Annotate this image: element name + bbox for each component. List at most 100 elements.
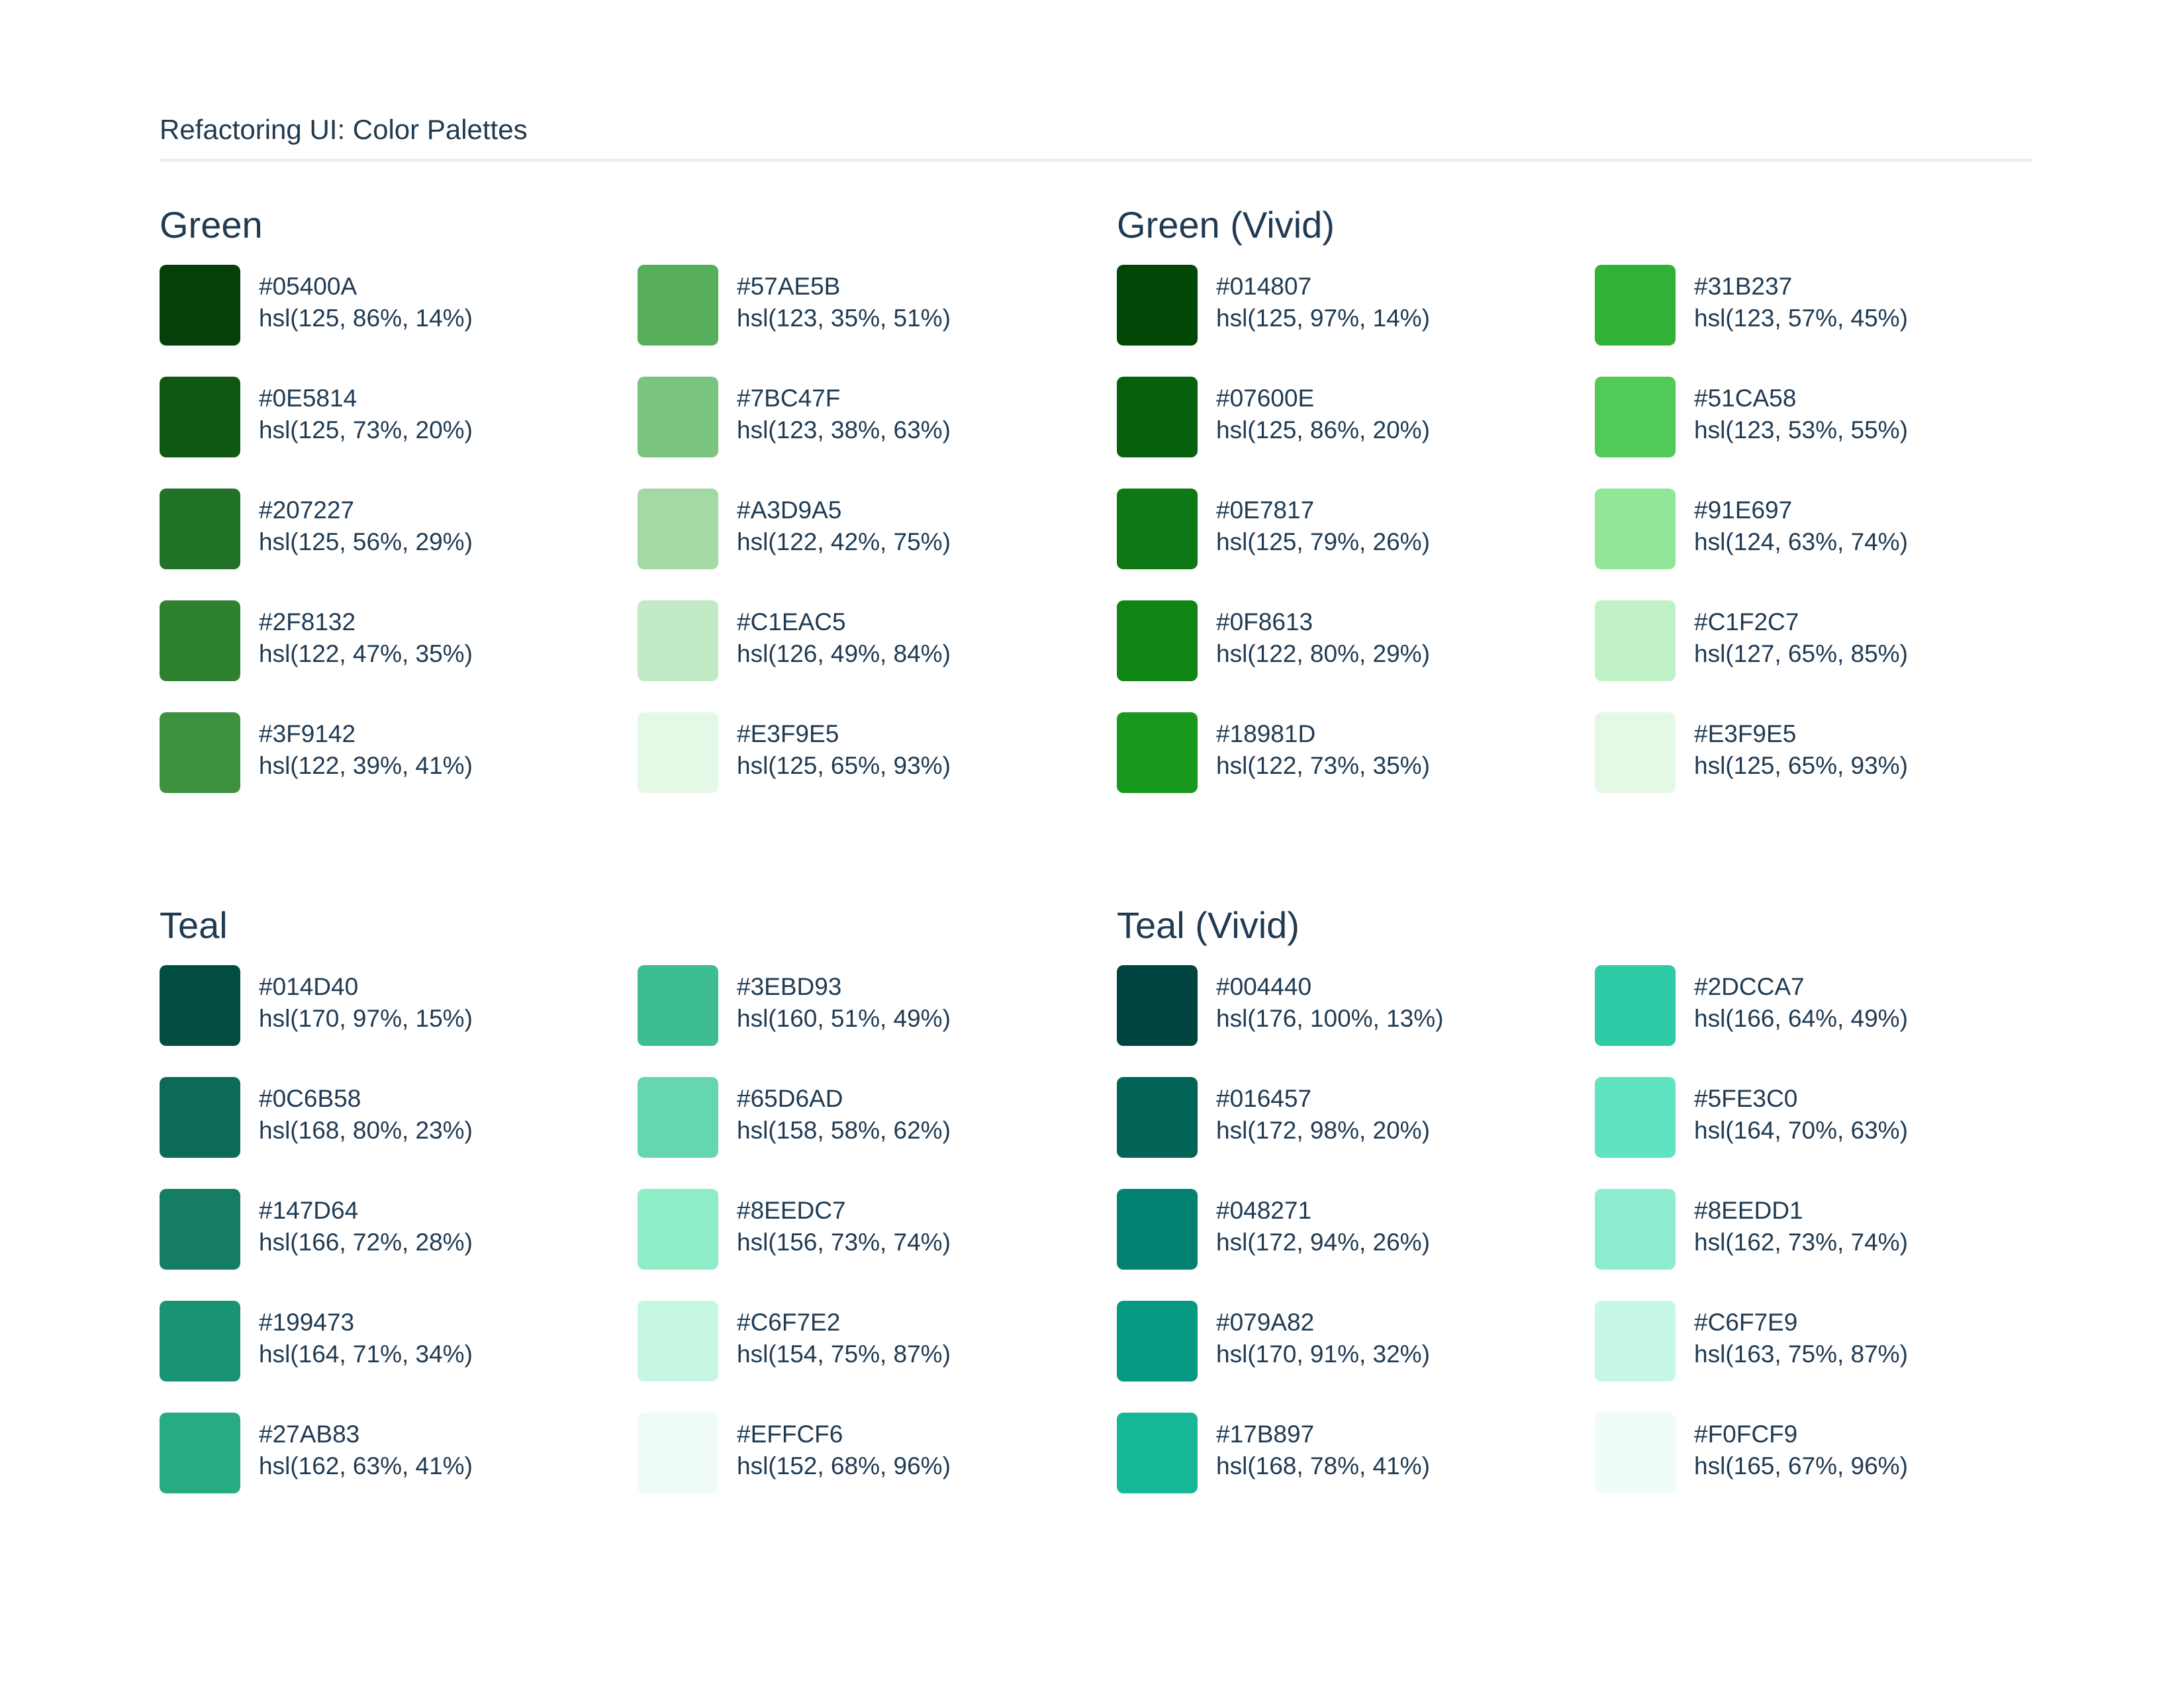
color-chip: [1117, 1189, 1198, 1270]
swatch: #004440 hsl(176, 100%, 13%): [1117, 965, 1527, 1046]
color-chip: [1117, 1301, 1198, 1382]
swatch: #147D64 hsl(166, 72%, 28%): [160, 1189, 570, 1270]
color-chip: [160, 1413, 240, 1493]
color-chip: [638, 600, 718, 681]
page: Refactoring UI: Color Palettes Green #05…: [160, 111, 2032, 1493]
color-chip: [1595, 965, 1676, 1046]
color-chip: [1595, 1077, 1676, 1158]
swatch-hex: #C1EAC5: [737, 608, 846, 635]
color-chip: [1117, 712, 1198, 793]
color-chip: [1117, 1077, 1198, 1158]
color-chip: [1595, 489, 1676, 569]
swatch-hex: #A3D9A5: [737, 496, 842, 524]
swatch-hsl: hsl(165, 67%, 96%): [1694, 1452, 1908, 1479]
swatch-hsl: hsl(166, 64%, 49%): [1694, 1005, 1908, 1032]
swatch-hsl: hsl(125, 56%, 29%): [259, 528, 473, 555]
swatch-hsl: hsl(160, 51%, 49%): [737, 1005, 951, 1032]
swatch: #079A82 hsl(170, 91%, 32%): [1117, 1301, 1527, 1382]
color-chip: [160, 377, 240, 457]
swatch-hsl: hsl(172, 94%, 26%): [1216, 1229, 1430, 1256]
swatch: #7BC47F hsl(123, 38%, 63%): [638, 377, 1048, 457]
color-chip: [1117, 1413, 1198, 1493]
color-chip: [160, 265, 240, 346]
swatch-hsl: hsl(125, 86%, 14%): [259, 305, 473, 332]
swatch-hsl: hsl(172, 98%, 20%): [1216, 1117, 1430, 1144]
swatch: #F0FCF9 hsl(165, 67%, 96%): [1595, 1413, 2005, 1493]
swatch: #C1EAC5 hsl(126, 49%, 84%): [638, 600, 1048, 681]
color-chip: [160, 712, 240, 793]
swatch: #2F8132 hsl(122, 47%, 35%): [160, 600, 570, 681]
color-chip: [638, 1413, 718, 1493]
swatch: #207227 hsl(125, 56%, 29%): [160, 489, 570, 569]
swatch-hex: #51CA58: [1694, 385, 1797, 412]
swatch-hex: #3F9142: [259, 720, 356, 747]
color-chip: [1117, 489, 1198, 569]
swatch: #C1F2C7 hsl(127, 65%, 85%): [1595, 600, 2005, 681]
swatch-hex: #016457: [1216, 1085, 1312, 1112]
swatch-hex: #57AE5B: [737, 273, 841, 300]
swatch: #A3D9A5 hsl(122, 42%, 75%): [638, 489, 1048, 569]
swatch-hsl: hsl(168, 80%, 23%): [259, 1117, 473, 1144]
color-chip: [638, 265, 718, 346]
swatch: #199473 hsl(164, 71%, 34%): [160, 1301, 570, 1382]
color-chip: [1595, 712, 1676, 793]
palette-title: Green: [160, 204, 263, 246]
swatch-hsl: hsl(122, 73%, 35%): [1216, 752, 1430, 779]
swatch-hsl: hsl(123, 35%, 51%): [737, 305, 951, 332]
swatch: #51CA58 hsl(123, 53%, 55%): [1595, 377, 2005, 457]
swatch-hex: #207227: [259, 496, 355, 524]
color-chip: [160, 600, 240, 681]
swatch-hex: #2DCCA7: [1694, 973, 1805, 1000]
swatch-hex: #0C6B58: [259, 1085, 361, 1112]
swatch: #8EEDD1 hsl(162, 73%, 74%): [1595, 1189, 2005, 1270]
swatch-hsl: hsl(156, 73%, 74%): [737, 1229, 951, 1256]
palette-title: Teal (Vivid): [1117, 904, 1300, 946]
swatch-hsl: hsl(158, 58%, 62%): [737, 1117, 951, 1144]
swatch: #0E7817 hsl(125, 79%, 26%): [1117, 489, 1527, 569]
swatch-hsl: hsl(122, 47%, 35%): [259, 640, 473, 667]
color-chip: [1595, 600, 1676, 681]
swatch: #3EBD93 hsl(160, 51%, 49%): [638, 965, 1048, 1046]
color-chip: [160, 1189, 240, 1270]
swatch: #8EEDC7 hsl(156, 73%, 74%): [638, 1189, 1048, 1270]
swatch-hex: #8EEDD1: [1694, 1197, 1803, 1224]
swatch-hsl: hsl(125, 73%, 20%): [259, 416, 473, 444]
swatch: #27AB83 hsl(162, 63%, 41%): [160, 1413, 570, 1493]
swatch-hsl: hsl(162, 63%, 41%): [259, 1452, 473, 1479]
color-chip: [638, 1189, 718, 1270]
swatch-hex: #65D6AD: [737, 1085, 843, 1112]
swatch: #E3F9E5 hsl(125, 65%, 93%): [1595, 712, 2005, 793]
swatch-hex: #18981D: [1216, 720, 1316, 747]
swatch: #C6F7E9 hsl(163, 75%, 87%): [1595, 1301, 2005, 1382]
swatch-hsl: hsl(125, 65%, 93%): [737, 752, 951, 779]
swatch: #016457 hsl(172, 98%, 20%): [1117, 1077, 1527, 1158]
swatch-hsl: hsl(162, 73%, 74%): [1694, 1229, 1908, 1256]
swatch: #5FE3C0 hsl(164, 70%, 63%): [1595, 1077, 2005, 1158]
swatch: #E3F9E5 hsl(125, 65%, 93%): [638, 712, 1048, 793]
swatch-hex: #E3F9E5: [737, 720, 839, 747]
color-chip: [1595, 265, 1676, 346]
swatch: #014807 hsl(125, 97%, 14%): [1117, 265, 1527, 346]
swatch-hsl: hsl(123, 57%, 45%): [1694, 305, 1908, 332]
swatch: #0E5814 hsl(125, 73%, 20%): [160, 377, 570, 457]
palette-title: Green (Vivid): [1117, 204, 1335, 246]
palette-green: Green #05400A hsl(125, 86%, 14%) #0E5814…: [160, 201, 1053, 793]
color-chip: [1117, 600, 1198, 681]
title-divider: [160, 159, 2032, 162]
swatch-hsl: hsl(124, 63%, 74%): [1694, 528, 1908, 555]
swatch-hex: #0E5814: [259, 385, 357, 412]
swatch-hsl: hsl(166, 72%, 28%): [259, 1229, 473, 1256]
color-chip: [638, 489, 718, 569]
swatch-hex: #C6F7E9: [1694, 1309, 1798, 1336]
swatch-hsl: hsl(122, 42%, 75%): [737, 528, 951, 555]
swatch-hex: #2F8132: [259, 608, 356, 635]
swatch-hsl: hsl(154, 75%, 87%): [737, 1340, 951, 1368]
swatch-hex: #F0FCF9: [1694, 1421, 1798, 1448]
color-chip: [1595, 1301, 1676, 1382]
swatch: #65D6AD hsl(158, 58%, 62%): [638, 1077, 1048, 1158]
swatch-hsl: hsl(152, 68%, 96%): [737, 1452, 951, 1479]
swatch-hex: #004440: [1216, 973, 1312, 1000]
palette-teal: Teal #014D40 hsl(170, 97%, 15%) #0C6B58 …: [160, 902, 1053, 1493]
swatch-hex: #147D64: [259, 1197, 359, 1224]
swatch: #0F8613 hsl(122, 80%, 29%): [1117, 600, 1527, 681]
